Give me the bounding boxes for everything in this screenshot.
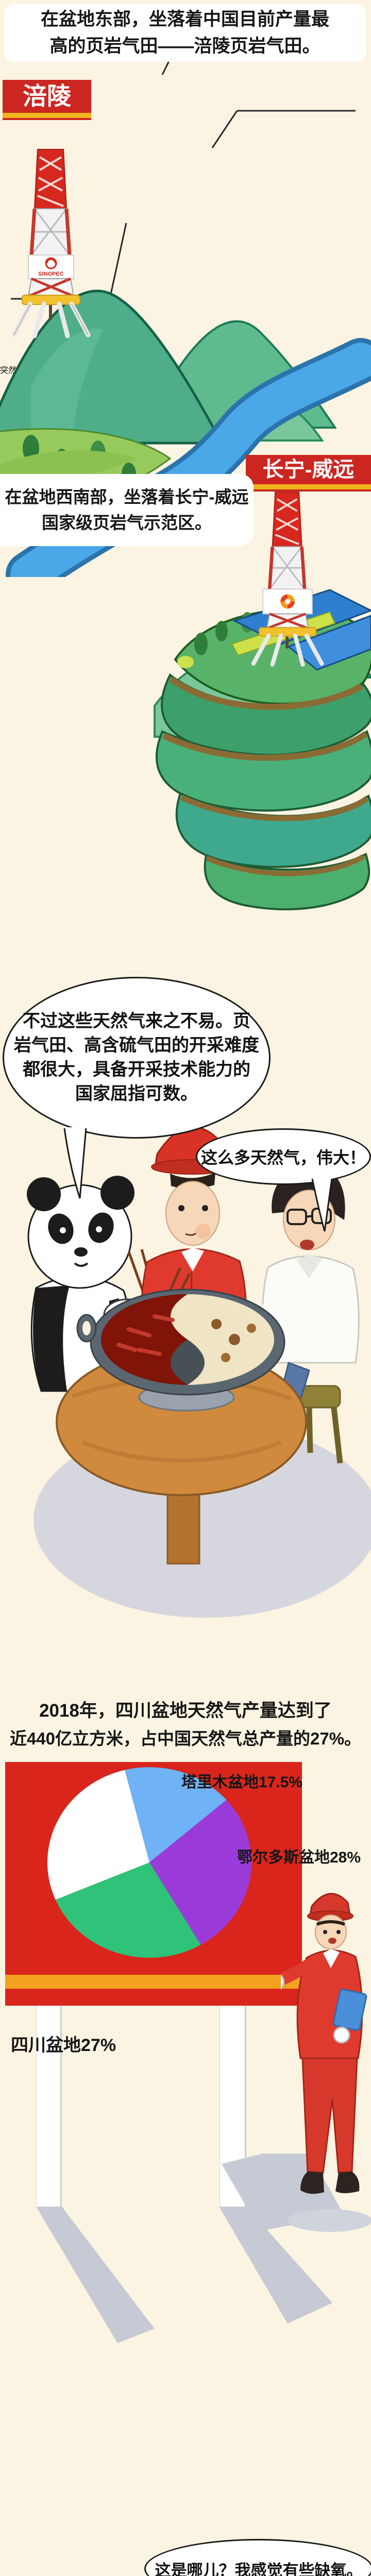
changning-illustration (154, 492, 371, 910)
hotpot (76, 1289, 285, 1412)
pie-slice (55, 1862, 201, 1958)
pie-slice (47, 1770, 149, 1900)
white-broth (171, 1294, 274, 1385)
narration-fuling: 在盆地东部，坐落着中国目前产量最 高的页岩气田——涪陵页岩气田。 (4, 4, 366, 62)
drilling-rig-icon (251, 492, 324, 667)
fuling-label: 涪陵 (3, 80, 91, 120)
open-mouth (300, 1240, 314, 1250)
stats-section: 2018年，四川盆地天然气产量达到了 近440亿立方米，占中国天然气总产量的27… (0, 0, 371, 2343)
stats-line: 近440亿立方米，占中国天然气总产量的27%。 (9, 1729, 362, 1748)
mushroom (229, 1334, 240, 1345)
blue-roof (287, 615, 371, 671)
narration-changning: 在盆地西南部，坐落着长宁-威远 国家级页岩气示范区。 (0, 474, 254, 546)
rig-sign-text: SINOPEC (38, 271, 64, 277)
speech-bubble-panda: 不过这些天然气来之不易。页 岩气田、高含硫气田的开采难度 都很大，具备开采技术能… (3, 977, 271, 1139)
shadow (36, 2207, 155, 2343)
speech-bubble-reply: 这么多天然气，伟大！ (196, 1128, 371, 1185)
shadow (219, 2207, 332, 2324)
hotpot-illustration (27, 1126, 371, 1618)
changning-label-goldbar (246, 484, 371, 489)
face (315, 1914, 347, 1950)
narration-line: 国家级页岩气示范区。 (42, 513, 212, 532)
tree (194, 633, 208, 655)
billboard-leg (36, 2006, 62, 2207)
pie-billboard (5, 1762, 302, 2006)
drilling-rig-icon: SINOPEC (11, 149, 91, 338)
narration-line: 高的页岩气田——涪陵页岩气田。 (49, 36, 321, 56)
sinopec-logo-icon (45, 257, 57, 269)
changning-label: 长宁-威远 (246, 455, 371, 492)
chili (116, 1314, 175, 1356)
mushroom (247, 1324, 256, 1333)
white-glove (333, 2026, 350, 2044)
stats-line: 2018年，四川盆地天然气产量达到了 (39, 1701, 332, 1721)
pie-label-sichuan: 四川盆地27% (11, 2036, 116, 2055)
fuling-label-goldbar (3, 113, 91, 118)
black-shoe (300, 2172, 324, 2194)
mushroom (211, 1319, 222, 1329)
changning-label-text: 长宁-威远 (262, 457, 355, 481)
mushroom (221, 1353, 230, 1362)
bubble-tail (63, 1127, 87, 1199)
white-glove (281, 1974, 285, 1990)
bush (177, 656, 194, 668)
pie-slice (125, 1767, 227, 1862)
pie-label-ordos: 鄂尔多斯盆地28% (237, 1849, 361, 1866)
petrochina-logo-icon (280, 594, 295, 609)
black-shoe (335, 2172, 360, 2193)
red-pants (301, 2057, 358, 2174)
presenter-worker (281, 1893, 371, 2232)
shadow (288, 2209, 371, 2232)
narration-line: 在盆地西南部，坐落着长宁-威远 (5, 487, 249, 506)
pie-slice (149, 1800, 252, 1945)
pie-label-tarim: 塔里木盆地17.5% (181, 1774, 303, 1791)
tree (215, 621, 228, 641)
rig-base (22, 295, 80, 305)
face (165, 1181, 220, 1246)
pointing-arm (281, 1959, 314, 1986)
desert-background (0, 2344, 371, 2576)
terraced-fields (156, 606, 371, 910)
pie-chart (47, 1767, 252, 1958)
narration-line: 在盆地东部，坐落着中国目前产量最 (40, 9, 329, 29)
billboard-stripe (5, 1975, 302, 1989)
bubble-tail (311, 1178, 333, 1232)
fuling-label-text: 涪陵 (23, 82, 71, 110)
